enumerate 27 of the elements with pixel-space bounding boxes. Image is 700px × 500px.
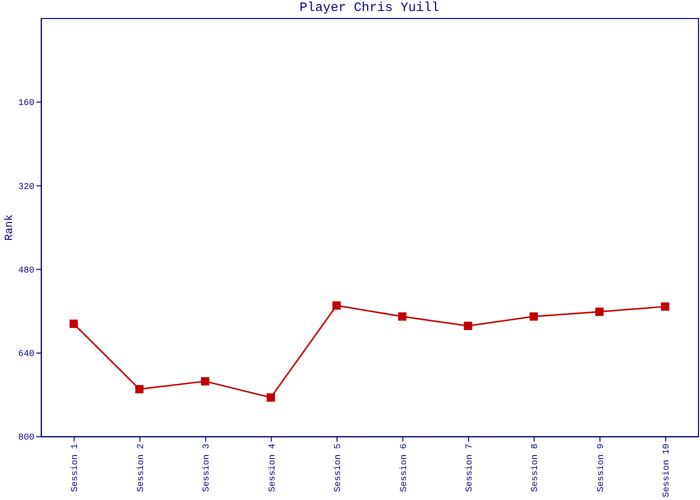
x-tick-label: Session 8 [530, 444, 540, 492]
y-tick-label: 800 [18, 432, 34, 443]
y-axis-title: Rank [4, 214, 16, 241]
x-tick-label: Session 1 [70, 444, 80, 492]
x-tick-label: Session 10 [662, 444, 672, 498]
x-tick-label: Session 2 [136, 444, 146, 492]
point [398, 312, 406, 321]
point [332, 301, 341, 310]
y-tick-label: 640 [18, 349, 34, 360]
point [200, 377, 210, 386]
point [135, 384, 144, 394]
point [70, 320, 78, 328]
point [266, 393, 276, 402]
point [464, 322, 472, 330]
y-tick-label: 160 [18, 98, 34, 108]
point [660, 302, 670, 311]
point [530, 312, 538, 321]
x-tick-label: Session 3 [202, 444, 212, 492]
x-tick-label: Session 6 [398, 444, 409, 492]
x-tick-label: Session 7 [464, 444, 474, 492]
x-tick-label: Session 5 [333, 444, 344, 492]
x-tick-label: Session 4 [267, 444, 278, 492]
point [595, 308, 604, 316]
chart-title: Player Chris Yuill [300, 0, 440, 16]
y-tick-label: 480 [18, 265, 34, 276]
x-tick-label: Session 9 [596, 444, 606, 492]
y-tick-label: 320 [18, 182, 34, 192]
